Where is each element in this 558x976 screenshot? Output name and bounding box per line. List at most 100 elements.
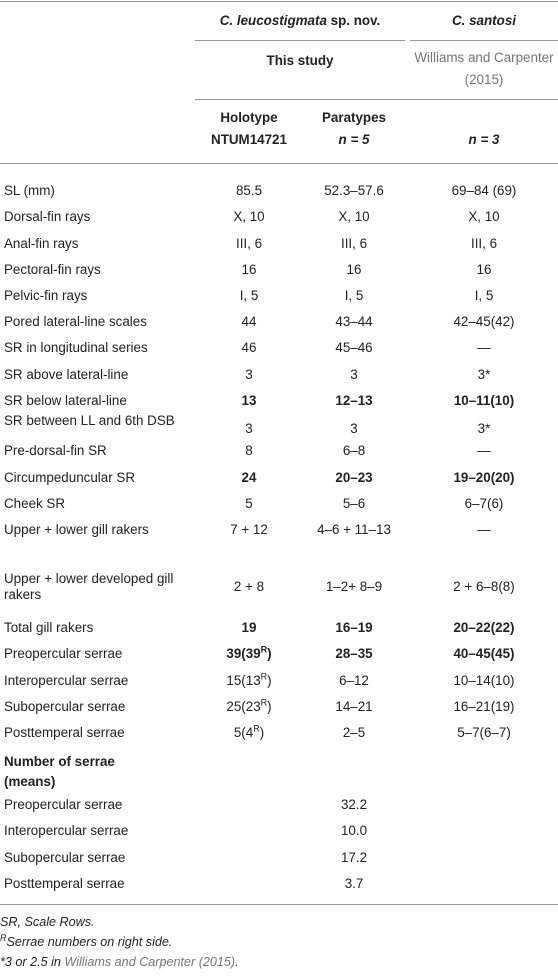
footnote-star-ref: Williams and Carpenter (2015) <box>64 955 236 969</box>
cell-san: 3* <box>477 421 491 436</box>
cell-holo: 15(13R) <box>195 671 303 689</box>
means-cell-para: 17.2 <box>340 850 368 865</box>
cell-san: 42–45(42) <box>453 314 515 329</box>
cell-para: 1–2+ 8–9 <box>325 579 383 594</box>
cell-san: III, 6 <box>470 236 498 251</box>
cell-holo-end: ) <box>267 673 272 688</box>
species1-suffix: sp. nov. <box>326 13 381 28</box>
row-label: Interopercular serrae <box>4 673 129 688</box>
cell-para: 5–6 <box>342 496 366 511</box>
footnote-abbr: SR, Scale Rows. <box>0 915 95 929</box>
cell-san: 10–14(10) <box>453 673 515 688</box>
this-study-label: This study <box>266 53 334 68</box>
cell-holo-end: ) <box>267 646 272 661</box>
cell-para: 28–35 <box>335 646 373 661</box>
cell-san: 16 <box>476 262 492 277</box>
means-section-title: Number of serrae (means) <box>4 754 115 789</box>
col-holotype-header: Holotype NTUM14721 <box>195 107 303 151</box>
cell-holo: 5(4R) <box>195 723 303 741</box>
means-row-label: Interopercular serrae <box>4 823 129 838</box>
col-holotype-id: NTUM14721 <box>211 132 287 147</box>
cell-san: 20–22(22) <box>453 620 515 635</box>
means-cell-para: 3.7 <box>344 876 364 891</box>
col-paratypes-label: Paratypes <box>321 110 387 125</box>
footnote-star-end: . <box>235 955 239 969</box>
cell-para: 12–13 <box>335 393 373 408</box>
cell-para: 2–5 <box>342 725 366 740</box>
species1-header: C. leucostigmata sp. nov. <box>195 10 405 32</box>
means-cell-para: 10.0 <box>340 823 368 838</box>
footnote-star: *3 or 2.5 in Williams and Carpenter (201… <box>0 954 239 970</box>
cell-holo-sup: R <box>260 671 268 682</box>
cell-para: 20–23 <box>335 470 373 485</box>
cell-san: 69–84 (69) <box>451 183 517 198</box>
cell-san: I, 5 <box>474 288 494 303</box>
row-label: SR in longitudinal series <box>4 340 148 355</box>
cell-san: 2 + 6–8(8) <box>453 579 515 594</box>
cell-para: 3 <box>350 421 358 436</box>
cell-para: I, 5 <box>344 288 364 303</box>
cell-san: 3* <box>477 367 491 382</box>
cell-san: 16–21(19) <box>453 699 515 714</box>
means-row-label: Subopercular serrae <box>4 850 126 865</box>
row-label: SR between LL and 6th DSB <box>4 413 175 428</box>
cell-holo-value: 25(23 <box>226 699 261 714</box>
table-top-rule <box>0 1 558 2</box>
means-row-label: Posttemperal serrae <box>4 876 125 891</box>
row-label: Circumpeduncular SR <box>4 470 135 485</box>
row-label: SR above lateral-line <box>4 367 129 382</box>
cell-san: — <box>477 340 491 355</box>
col-santosi-n: n = 3 <box>468 132 500 147</box>
cell-holo: 3 <box>245 367 253 382</box>
cell-san: X, 10 <box>468 209 500 224</box>
row-label: Dorsal-fin rays <box>4 209 91 224</box>
cell-san: 19–20(20) <box>453 470 515 485</box>
row-label: Preopercular serrae <box>4 646 123 661</box>
species1-name: C. leucostigmata <box>219 13 327 28</box>
row-label: SL (mm) <box>4 183 55 198</box>
cell-holo: 2 + 8 <box>233 579 265 594</box>
cell-para: 16 <box>346 262 362 277</box>
cell-holo-sup: R <box>253 723 260 734</box>
reference-label: Williams and Carpenter (2015) <box>414 50 554 87</box>
cell-holo: III, 6 <box>235 236 263 251</box>
footnote-right-sup: R <box>0 932 7 943</box>
col-paratypes-n: n = 5 <box>338 132 370 147</box>
row-label: Pectoral-fin rays <box>4 262 101 277</box>
cell-holo: 3 <box>245 421 253 436</box>
cell-para: 4–6 + 11–13 <box>317 522 391 537</box>
cell-holo: 13 <box>241 393 257 408</box>
cell-holo: 39(39R) <box>195 644 303 662</box>
cell-holo-end: ) <box>259 725 265 740</box>
cell-para: 3 <box>350 367 358 382</box>
col-paratypes-header: Paratypes n = 5 <box>303 107 405 151</box>
cell-para: 45–46 <box>335 340 373 355</box>
cell-para: X, 10 <box>338 209 370 224</box>
cell-holo: X, 10 <box>233 209 265 224</box>
cell-holo: 16 <box>241 262 257 277</box>
cell-holo: 7 + 12 <box>230 522 268 537</box>
row-label: Posttemperal serrae <box>4 725 125 740</box>
cell-san: 10–11(10) <box>453 393 515 408</box>
means-row-label: Preopercular serrae <box>4 797 123 812</box>
cell-para: 14–21 <box>335 699 373 714</box>
cell-holo: I, 5 <box>239 288 259 303</box>
col-holotype-label: Holotype <box>220 110 278 125</box>
cell-holo: 8 <box>245 443 253 458</box>
footnote-right-text: Serrae numbers on right side. <box>6 935 173 949</box>
species2-header: C. santosi <box>452 13 516 28</box>
cell-holo: 25(23R) <box>195 698 303 715</box>
row-label: Pre-dorsal-fin SR <box>4 443 107 458</box>
cell-holo-value: 5(4 <box>233 725 254 740</box>
cell-san: 40–45(45) <box>453 646 515 661</box>
cell-holo-sup: R <box>260 644 268 655</box>
study-rule <box>195 99 558 100</box>
cell-holo-value: 39(39 <box>226 646 261 661</box>
cell-holo: 44 <box>241 314 257 329</box>
footnote-star-text: *3 or 2.5 in <box>0 955 65 969</box>
row-label: Upper + lower developed gill rakers <box>4 571 174 602</box>
cell-para: 6–12 <box>339 673 369 688</box>
cell-san: 5–7(6–7) <box>457 725 511 740</box>
cell-holo: 85.5 <box>235 183 263 198</box>
cell-san: — <box>477 522 491 537</box>
